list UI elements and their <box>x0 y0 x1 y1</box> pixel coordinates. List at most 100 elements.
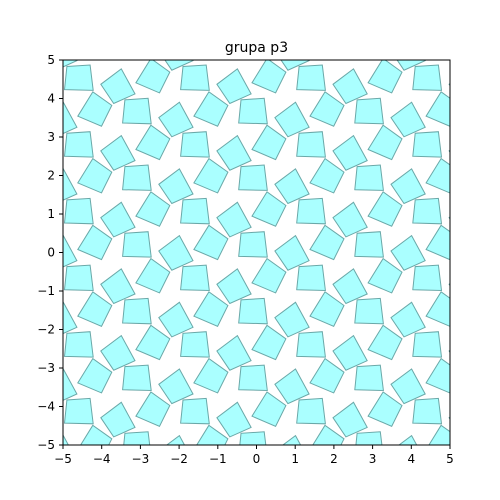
tile-7 <box>63 168 78 201</box>
tile-100 <box>296 197 326 225</box>
tile-116 <box>390 301 426 338</box>
x-tick-label-1: −4 <box>93 452 111 466</box>
tile-45 <box>135 191 171 227</box>
tile-29 <box>100 68 136 105</box>
tile-63 <box>193 224 229 261</box>
tile-145 <box>412 64 443 91</box>
tile-34 <box>122 364 152 392</box>
tile-27 <box>77 157 113 194</box>
tile-132 <box>428 424 450 445</box>
tile-131 <box>448 416 450 420</box>
x-tick-label-3: −2 <box>170 452 188 466</box>
tile-104 <box>332 134 368 171</box>
tile-78 <box>251 324 287 361</box>
tile-94 <box>296 331 326 358</box>
tile-75 <box>251 391 287 427</box>
tile-14 <box>100 401 136 438</box>
x-tick-label-7: 2 <box>330 452 338 466</box>
tile-9 <box>63 101 78 135</box>
tile-107 <box>332 68 368 105</box>
tile-25 <box>63 131 94 158</box>
tile-1 <box>63 368 78 401</box>
tile-37 <box>122 297 152 325</box>
tile-121 <box>354 164 384 191</box>
tile-32 <box>123 431 151 445</box>
tile-11 <box>63 60 78 68</box>
tile-70 <box>217 60 218 61</box>
tile-122 <box>390 168 426 205</box>
tile-98 <box>332 268 368 305</box>
tile-51 <box>135 60 171 94</box>
tile-124 <box>354 97 384 125</box>
tile-57 <box>193 357 229 394</box>
tile-118 <box>354 231 384 258</box>
tile-71 <box>239 431 267 445</box>
tile-117 <box>367 324 403 361</box>
tile-113 <box>390 368 426 405</box>
axes: −5 −4 −3 −2 −1 0 1 2 3 4 5 −5 −4 −3 −2 −1 0 1 2 3 4 5 <box>37 53 454 466</box>
tile-129 <box>367 60 403 94</box>
tile-65 <box>216 134 252 171</box>
tile-19 <box>63 264 94 292</box>
y-tick-label-3: −2 <box>37 323 55 337</box>
tile-108 <box>309 91 345 127</box>
tile-111 <box>398 434 418 445</box>
tile-130 <box>412 397 443 425</box>
x-tick-label-10: 5 <box>446 452 454 466</box>
tile-64 <box>180 131 210 158</box>
tile-38 <box>158 301 194 338</box>
tile-77 <box>274 301 310 338</box>
tile-56 <box>216 334 252 371</box>
tile-109 <box>333 60 335 61</box>
y-tick-label-6: 1 <box>47 207 55 221</box>
tile-79 <box>238 231 268 258</box>
tile-86 <box>274 101 310 138</box>
tile-22 <box>63 197 94 225</box>
tile-59 <box>216 268 252 305</box>
tile-99 <box>309 291 345 327</box>
tile-123 <box>367 191 403 227</box>
y-tick-label-8: 3 <box>47 130 55 144</box>
tile-13 <box>63 397 94 425</box>
y-tick-label-7: 2 <box>47 169 55 183</box>
tile-28 <box>63 64 94 91</box>
tile-119 <box>390 234 426 271</box>
tile-101 <box>332 201 368 238</box>
tile-40 <box>122 231 152 258</box>
tile-83 <box>274 168 310 205</box>
tile-127 <box>355 32 384 57</box>
tile-41 <box>158 234 194 271</box>
tile-102 <box>309 224 345 261</box>
tile-24 <box>77 224 113 261</box>
tile-36 <box>135 391 171 427</box>
tile-144 <box>425 157 450 194</box>
tile-142 <box>412 131 443 158</box>
y-tick-label-9: 4 <box>47 92 55 106</box>
tile-47 <box>158 101 194 138</box>
tile-80 <box>274 234 310 271</box>
tile-140 <box>448 216 450 220</box>
tile-30 <box>77 91 113 127</box>
tile-42 <box>135 257 171 294</box>
tile-20 <box>100 268 136 305</box>
tile-97 <box>296 264 326 292</box>
tile-137 <box>448 282 450 287</box>
tile-31 <box>101 60 102 61</box>
tile-62 <box>216 201 252 238</box>
tile-138 <box>425 291 450 327</box>
chart-title: grupa p3 <box>225 40 288 56</box>
tile-18 <box>77 357 113 394</box>
tile-139 <box>412 197 443 225</box>
tile-143 <box>448 149 450 154</box>
tile-126 <box>367 124 403 161</box>
tile-55 <box>180 331 210 358</box>
tile-90 <box>251 60 287 94</box>
x-tick-label-4: −1 <box>209 452 227 466</box>
tile-89 <box>280 60 310 71</box>
tile-46 <box>122 97 152 125</box>
tile-147 <box>425 91 450 127</box>
tile-23 <box>100 201 136 238</box>
tile-87 <box>251 124 287 161</box>
tile-33 <box>165 434 186 445</box>
